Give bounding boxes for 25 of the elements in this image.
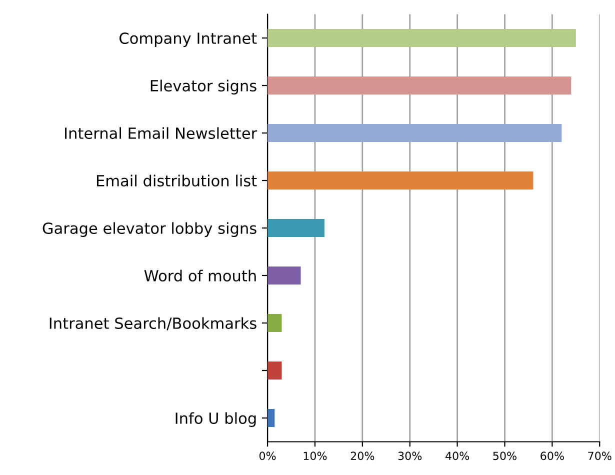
bar xyxy=(268,218,324,238)
y-tick-label: Company Intranet xyxy=(120,32,257,47)
x-tick-label: 30% xyxy=(398,452,422,460)
bar xyxy=(268,124,562,142)
y-tick-label: Intranet Search/Bookmarks xyxy=(50,317,256,330)
y-tick-label: Garage elevator lobby signs xyxy=(42,222,256,237)
x-tick-label: 20% xyxy=(350,452,374,460)
bar xyxy=(268,28,576,48)
bar xyxy=(268,314,282,332)
y-tick-label: Email distribution list xyxy=(97,174,257,187)
bar xyxy=(268,76,572,95)
y-tick-label: Internal Email Newsletter xyxy=(65,127,258,140)
bar xyxy=(268,408,275,428)
x-tick-label: 0% xyxy=(259,452,276,460)
x-tick-label: 50% xyxy=(493,452,516,460)
x-tick-label: 60% xyxy=(540,452,564,460)
y-tick-label: Elevator signs xyxy=(150,80,256,94)
x-tick-label: 70% xyxy=(588,452,612,460)
bar xyxy=(268,171,534,190)
x-tick-label: 40% xyxy=(445,452,470,460)
bar xyxy=(268,266,301,285)
y-tick-label: Word of mouth xyxy=(144,270,256,282)
bar xyxy=(268,361,282,380)
y-tick-label: Info U blog xyxy=(176,412,256,427)
x-tick-label: 10% xyxy=(304,452,327,460)
